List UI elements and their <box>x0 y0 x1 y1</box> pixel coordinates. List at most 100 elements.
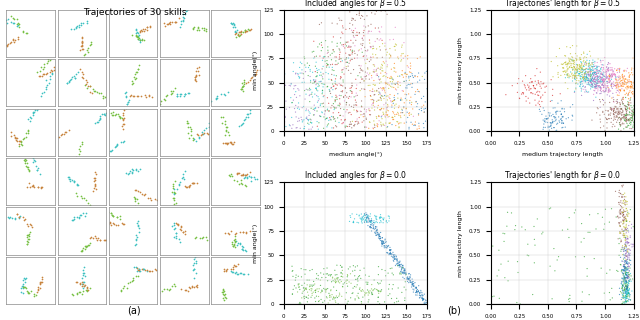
Point <box>417 290 427 295</box>
Point <box>312 119 322 124</box>
Point <box>548 246 559 251</box>
Point <box>343 64 353 69</box>
Point <box>625 112 635 117</box>
Point <box>319 126 329 131</box>
Point <box>620 243 630 248</box>
Point <box>72 193 83 198</box>
Point <box>278 115 289 120</box>
Point <box>599 78 609 83</box>
Point <box>26 150 36 155</box>
Point <box>597 77 607 82</box>
Point <box>575 65 585 70</box>
Point <box>361 116 371 121</box>
Point <box>584 72 594 77</box>
Point <box>337 23 348 28</box>
Point <box>133 36 143 41</box>
Point <box>231 30 241 35</box>
Point <box>589 59 600 64</box>
Point <box>337 274 347 279</box>
Point <box>385 247 395 252</box>
Point <box>18 284 28 289</box>
Point <box>620 264 630 269</box>
Point <box>384 83 394 88</box>
Point <box>607 95 617 100</box>
Point <box>621 194 631 199</box>
Point <box>621 299 631 304</box>
Point <box>321 286 332 292</box>
Point <box>622 228 632 234</box>
Point <box>388 37 399 42</box>
Point <box>239 248 250 253</box>
Point <box>170 179 180 184</box>
Point <box>324 89 335 94</box>
Point <box>336 93 346 98</box>
Point <box>620 214 630 219</box>
Point <box>625 271 636 276</box>
Point <box>234 124 244 129</box>
Point <box>13 37 23 42</box>
Point <box>241 173 251 178</box>
Point <box>26 115 36 120</box>
Point <box>35 285 45 291</box>
Point <box>241 184 251 189</box>
Point <box>305 80 316 85</box>
Point <box>22 234 32 239</box>
Point <box>549 114 559 119</box>
Point <box>617 78 627 83</box>
Point <box>383 80 393 85</box>
Point <box>611 86 621 91</box>
Point <box>619 280 629 285</box>
Point <box>349 102 359 108</box>
Point <box>563 73 573 78</box>
Point <box>385 251 396 256</box>
Point <box>616 107 627 112</box>
Point <box>178 17 188 22</box>
Point <box>370 229 380 235</box>
Point <box>355 268 365 273</box>
Point <box>621 279 632 284</box>
Point <box>375 47 385 52</box>
Point <box>579 51 589 56</box>
Point <box>351 91 362 96</box>
Point <box>304 113 314 118</box>
Point <box>585 66 595 71</box>
Point <box>594 70 604 75</box>
Point <box>184 184 195 189</box>
Point <box>339 120 349 125</box>
Point <box>589 64 599 69</box>
Point <box>601 76 611 81</box>
Point <box>13 21 24 26</box>
Point <box>593 75 604 80</box>
Point <box>429 93 440 98</box>
Point <box>603 85 613 90</box>
Point <box>77 140 88 145</box>
Point <box>385 92 395 97</box>
Point <box>378 241 388 246</box>
Point <box>613 84 623 89</box>
Point <box>621 230 632 236</box>
Point <box>16 139 26 144</box>
Point <box>221 268 231 274</box>
Point <box>614 292 625 297</box>
Point <box>575 64 585 69</box>
Point <box>622 308 632 313</box>
Point <box>203 132 213 137</box>
Point <box>361 210 371 215</box>
Point <box>384 219 394 224</box>
Point <box>593 74 603 79</box>
Point <box>236 172 246 177</box>
Point <box>233 170 243 175</box>
Point <box>614 188 625 193</box>
Point <box>596 72 607 77</box>
Point <box>232 179 242 184</box>
Point <box>377 235 387 240</box>
Point <box>330 280 340 285</box>
Point <box>314 298 324 303</box>
Point <box>609 82 619 87</box>
Point <box>357 43 367 48</box>
Point <box>408 282 418 287</box>
Point <box>365 225 375 230</box>
Point <box>582 78 593 83</box>
Point <box>297 119 307 124</box>
Point <box>209 118 219 123</box>
